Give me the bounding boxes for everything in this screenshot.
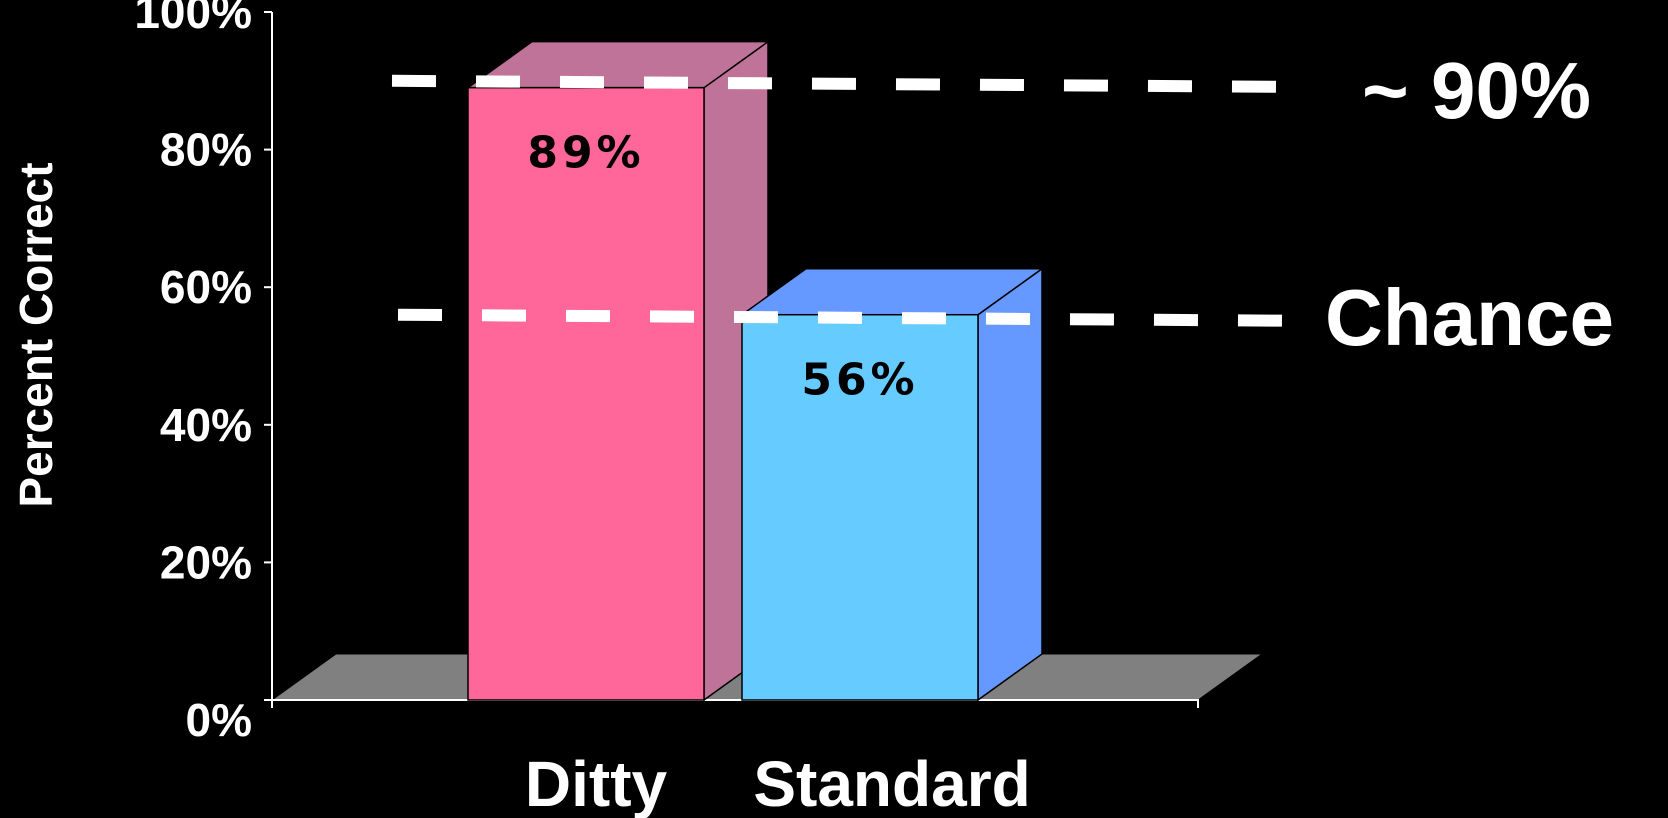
reference-line [391, 74, 1283, 93]
y-tick-label: 0% [186, 694, 252, 746]
bar-side-face [977, 267, 1043, 702]
x-axis-line [272, 699, 1199, 708]
reference-line [397, 308, 1291, 327]
x-category-label: Ditty [525, 748, 668, 818]
x-category-label: Standard [753, 748, 1030, 818]
reference-lines-layer: ~ 90% Chance [391, 46, 1614, 362]
labels-layer: Percent Correct Ditty Standard [10, 162, 1031, 818]
bar-front-face [467, 86, 705, 701]
bar-data-label: 89% [527, 128, 644, 179]
y-axis-label: Percent Correct [10, 162, 62, 507]
y-tick-label: 100% [134, 0, 252, 38]
y-tick-label: 20% [160, 536, 252, 588]
bars-layer: 89% 56% [465, 40, 1045, 702]
bar-data-label: 56% [801, 355, 918, 406]
y-tick-label: 80% [160, 124, 252, 176]
bar-ditty: 89% [465, 40, 771, 702]
y-tick-label: 60% [160, 261, 252, 313]
y-tick-label: 40% [160, 399, 252, 451]
bar-standard: 56% [739, 267, 1045, 702]
reference-line-label: ~ 90% [1362, 46, 1591, 135]
y-axis: 0% 20% 40% 60% 80% 100% [134, 0, 273, 746]
reference-line-label: Chance [1325, 273, 1614, 362]
bar-front-face [741, 313, 979, 701]
